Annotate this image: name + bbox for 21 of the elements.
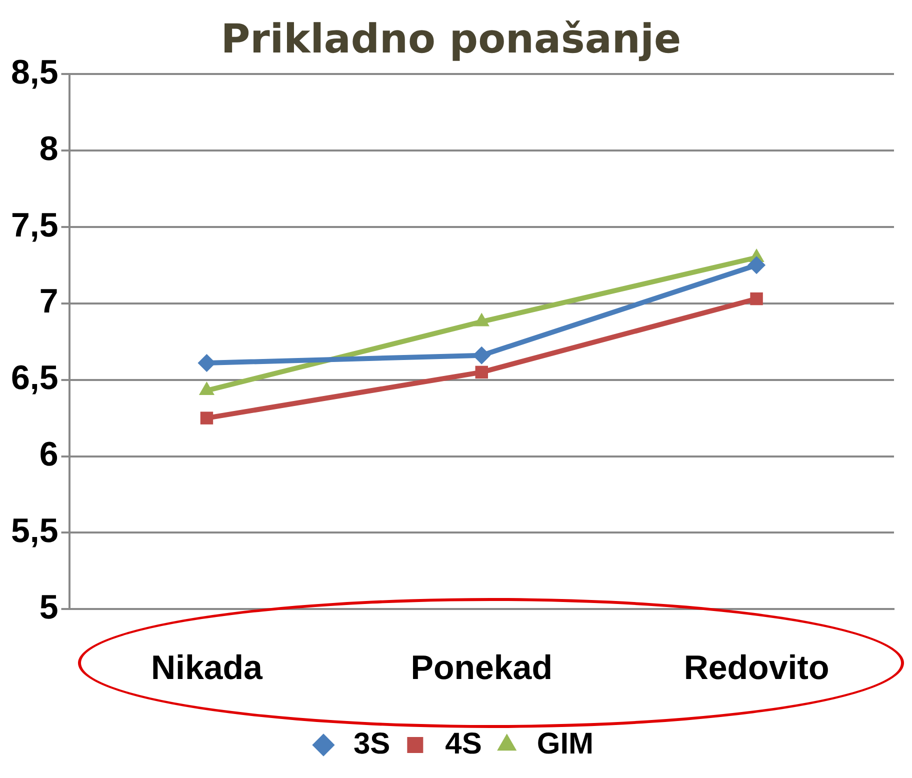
point [472,346,491,364]
legend-label: GIM [536,727,594,760]
y-tick-label: 8 [39,130,58,168]
y-tick-label: 5,5 [11,512,58,550]
y-tick-label: 5 [39,588,58,627]
legend-label: 3S [353,727,390,760]
point [748,256,766,274]
y-tick-label: 8,5 [11,53,58,92]
y-tick-label: 6,5 [11,359,58,398]
x-tick-label: Redovito [684,648,830,687]
chart-title: Prikladno ponašanje [220,16,682,62]
point [200,412,214,424]
point [750,292,763,306]
y-tick-label: 7,5 [11,206,58,244]
y-tick-label: 6 [39,436,58,474]
point [475,366,488,379]
y-tick-label: 7 [39,282,58,321]
x-tick-label: Ponekad [410,648,552,687]
legend-label: 4S [445,727,482,760]
point [198,354,216,372]
x-tick-label: Nikada [150,648,264,687]
